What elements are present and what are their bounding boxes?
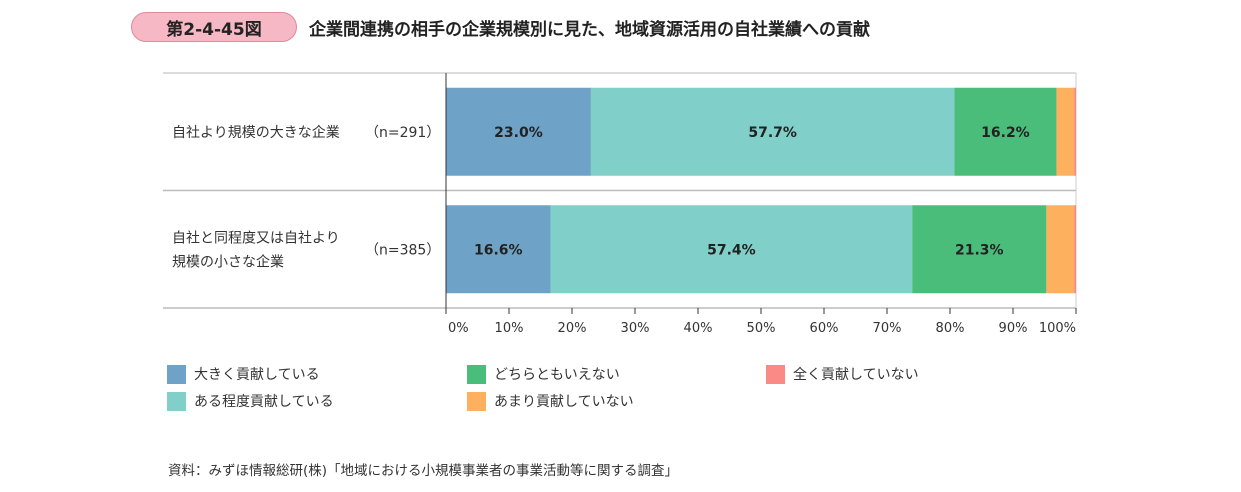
figure-title: 企業間連携の相手の企業規模別に見た、地域資源活用の自社業績への貢献: [309, 19, 870, 40]
legend-item: あまり貢献していない: [467, 391, 634, 411]
legend-label: 全く貢献していない: [793, 367, 919, 383]
legend-item: 大きく貢献している: [167, 364, 320, 384]
bar-segment: [590, 87, 955, 176]
x-tick-label: 90%: [999, 321, 1028, 336]
data-label: 16.6%: [474, 242, 523, 258]
data-label: 23.0%: [494, 125, 543, 141]
legend-swatch: [467, 391, 486, 411]
legend-label: ある程度貢献している: [194, 394, 334, 410]
bar-segment: [912, 205, 1047, 294]
category-label: 自社と同程度又は自社より: [172, 230, 340, 246]
legend-item: 全く貢献していない: [766, 364, 919, 384]
category-label: 規模の小さな企業: [172, 253, 284, 270]
bar-segment: [1046, 205, 1075, 294]
x-tick-label: 50%: [747, 321, 776, 336]
bar-segment: [954, 87, 1057, 176]
x-tick-label: 0%: [448, 321, 469, 336]
category-label: 自社より規模の大きな企業: [172, 124, 340, 141]
legend-swatch: [167, 364, 186, 384]
x-tick-label: 10%: [495, 321, 524, 336]
data-label: 57.4%: [707, 242, 756, 258]
x-tick-label: 100%: [1039, 321, 1076, 336]
figure-number-badge: 第2-4-45図: [131, 12, 297, 42]
data-label: 21.3%: [955, 242, 1004, 258]
sample-size-label: （n=385）: [365, 242, 440, 258]
source-note: 資料：みずほ情報総研(株)「地域における小規模事業者の事業活動等に関する調査」: [168, 463, 679, 479]
legend-label: あまり貢献していない: [494, 394, 634, 410]
figure-header: 第2-4-45図 企業間連携の相手の企業規模別に見た、地域資源活用の自社業績への…: [131, 12, 870, 42]
legend-swatch: [467, 364, 486, 384]
x-tick-label: 20%: [558, 321, 587, 336]
x-tick-label: 30%: [621, 321, 650, 336]
bar-segment: [1074, 205, 1076, 294]
data-label: 16.2%: [981, 125, 1030, 141]
legend-item: ある程度貢献している: [167, 391, 334, 411]
bar-segment: [446, 87, 591, 176]
chart-legend: 大きく貢献している どちらともいえない 全く貢献していないある程度貢献している あまり…: [167, 364, 1067, 420]
x-tick-label: 40%: [684, 321, 713, 336]
legend-swatch: [167, 391, 186, 411]
chart-notes: 資料：みずほ情報総研(株)「地域における小規模事業者の事業活動等に関する調査」: [168, 460, 678, 482]
bar-segment: [1056, 87, 1075, 176]
legend-item: どちらともいえない: [467, 364, 620, 384]
bar-segment: [1074, 87, 1076, 176]
legend-swatch: [766, 364, 785, 384]
legend-label: どちらともいえない: [494, 367, 620, 383]
bar-segment: [550, 205, 913, 294]
data-label: 57.7%: [748, 125, 797, 141]
x-tick-label: 70%: [873, 321, 902, 336]
bar-segment: [446, 205, 551, 294]
sample-size-label: （n=291）: [365, 125, 440, 141]
stacked-bar-chart: 23.0% 57.7% 16.2% 自社より規模の大きな企業 （n=291） 16.6% 5…: [163, 72, 1077, 336]
x-tick-label: 60%: [810, 321, 839, 336]
x-tick-label: 80%: [936, 321, 965, 336]
legend-label: 大きく貢献している: [194, 367, 320, 383]
